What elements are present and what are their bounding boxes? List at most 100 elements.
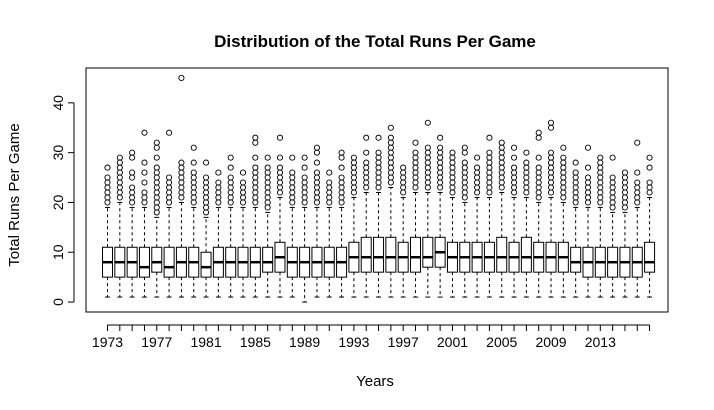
outlier-point	[178, 184, 185, 191]
box-1990	[311, 144, 323, 298]
outlier-point	[634, 169, 641, 176]
outlier-point	[104, 189, 111, 196]
outlier-point	[104, 174, 111, 181]
outlier-point	[572, 199, 579, 206]
box-1974	[114, 154, 126, 298]
y-axis: 0 10 20 30 40	[50, 95, 75, 306]
outlier-point	[584, 179, 592, 186]
outlier-point	[560, 169, 567, 176]
outlier-point	[350, 159, 357, 166]
outlier-point	[326, 189, 333, 196]
outlier-point	[215, 194, 222, 201]
outlier-point	[276, 189, 284, 196]
outlier-point	[498, 174, 505, 181]
outlier-point	[511, 164, 518, 171]
outlier-point	[313, 179, 320, 186]
outlier-point	[424, 119, 431, 126]
outlier-point	[609, 194, 616, 201]
outlier-point	[412, 164, 419, 171]
outlier-point	[129, 149, 136, 156]
outlier-point	[461, 164, 468, 171]
outlier-point	[313, 189, 320, 196]
outlier-point	[547, 184, 555, 191]
outlier-point	[129, 199, 136, 206]
outlier-point	[350, 179, 357, 186]
outlier-point	[153, 204, 160, 211]
outlier-point	[264, 164, 271, 171]
box-2005	[496, 139, 508, 298]
outlier-point	[424, 169, 431, 176]
outlier-point	[116, 174, 123, 181]
outlier-point	[412, 174, 419, 181]
outlier-point	[363, 134, 370, 141]
outlier-point	[313, 169, 320, 176]
outlier-point	[400, 179, 407, 186]
outlier-point	[239, 194, 247, 201]
outlier-point	[621, 179, 628, 186]
outlier-point	[547, 149, 555, 156]
outlier-point	[609, 189, 616, 196]
outlier-point	[511, 179, 518, 186]
outlier-point	[363, 179, 370, 186]
outlier-point	[474, 189, 481, 196]
outlier-point	[523, 159, 530, 166]
outlier-point	[449, 179, 456, 186]
outlier-point	[203, 189, 210, 196]
outlier-point	[276, 174, 284, 181]
outlier-point	[178, 159, 185, 166]
outlier-point	[350, 169, 357, 176]
outlier-point	[190, 189, 197, 196]
outlier-point	[646, 184, 653, 191]
outlier-point	[387, 159, 394, 166]
outlier-point	[104, 194, 111, 201]
outlier-point	[474, 184, 481, 191]
outlier-point	[375, 174, 382, 181]
outlier-point	[584, 199, 592, 206]
outlier-point	[437, 174, 444, 181]
outlier-point	[166, 184, 173, 191]
outlier-point	[387, 179, 394, 186]
outlier-point	[166, 129, 173, 136]
outlier-point	[511, 189, 518, 196]
outlier-point	[646, 164, 653, 171]
outlier-point	[535, 184, 542, 191]
outlier-point	[252, 169, 259, 176]
outlier-point	[178, 194, 185, 201]
outlier-point	[203, 159, 210, 166]
outlier-point	[264, 169, 271, 176]
iqr-box	[520, 236, 532, 273]
outlier-point	[572, 174, 579, 181]
outlier-point	[116, 164, 123, 171]
outlier-point	[486, 189, 493, 196]
outlier-point	[498, 144, 505, 151]
outlier-point	[449, 184, 456, 191]
box-1989	[299, 154, 311, 303]
outlier-point	[153, 209, 160, 216]
outlier-point	[203, 209, 210, 216]
y-tick-label: 30	[50, 145, 66, 161]
box-1997	[397, 164, 409, 298]
outlier-point	[252, 194, 259, 201]
outlier-point	[560, 144, 567, 151]
outlier-point	[461, 159, 468, 166]
outlier-point	[387, 164, 394, 171]
outlier-point	[424, 174, 431, 181]
outlier-point	[227, 189, 234, 196]
box-1980	[188, 144, 200, 298]
outlier-point	[437, 159, 444, 166]
outlier-point	[547, 174, 555, 181]
outlier-point	[141, 179, 148, 186]
box-2010	[557, 144, 569, 298]
outlier-point	[276, 179, 284, 186]
y-axis-label: Total Runs Per Game	[6, 123, 23, 266]
box-1973	[102, 164, 113, 298]
outlier-point	[190, 169, 197, 176]
outlier-point	[387, 169, 394, 176]
outlier-point	[141, 189, 148, 196]
outlier-point	[338, 154, 345, 161]
outlier-point	[498, 139, 505, 146]
outlier-point	[486, 179, 493, 186]
outlier-point	[215, 199, 222, 206]
outlier-point	[498, 179, 505, 186]
outlier-point	[252, 179, 259, 186]
